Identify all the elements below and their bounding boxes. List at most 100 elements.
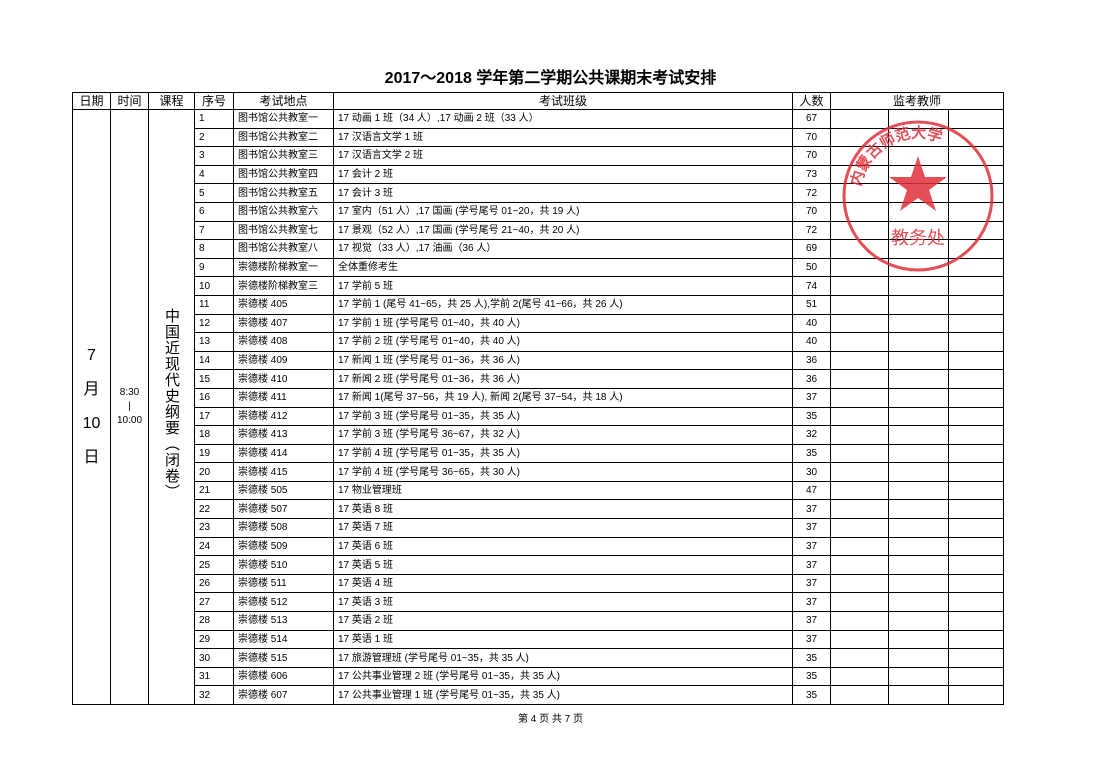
exam-place: 崇德楼 607 <box>233 685 334 705</box>
row-number: 28 <box>194 611 234 631</box>
exam-classes: 17 英语 3 班 <box>333 592 793 613</box>
student-count: 35 <box>792 666 831 687</box>
proctor-cell-3 <box>947 369 1005 389</box>
proctor-cell-2 <box>888 573 949 594</box>
proctor-cell-2 <box>888 313 949 334</box>
exam-place: 崇德楼 409 <box>233 350 334 371</box>
proctor-cell-2 <box>888 555 949 575</box>
exam-date-cell: 7 月 10 日 <box>72 109 111 705</box>
proctor-cell-1 <box>830 257 889 278</box>
proctor-cell-2 <box>888 518 949 538</box>
exam-place: 崇德楼 510 <box>233 555 334 575</box>
proctor-cell-3 <box>947 443 1005 464</box>
proctor-cell-3 <box>947 499 1005 520</box>
proctor-cell-3 <box>947 480 1005 501</box>
student-count: 35 <box>792 648 831 668</box>
proctor-cell-3 <box>947 257 1005 278</box>
proctor-cell-1 <box>830 127 889 148</box>
row-number: 31 <box>194 666 234 687</box>
exam-classes: 17 视觉（33 人）,17 油画（36 人） <box>333 239 793 259</box>
exam-place: 崇德楼 407 <box>233 313 334 334</box>
proctor-cell-2 <box>888 406 949 427</box>
row-number: 16 <box>194 387 234 408</box>
row-number: 14 <box>194 350 234 371</box>
header-course: 课程 <box>148 92 195 110</box>
proctor-cell-2 <box>888 239 949 259</box>
student-count: 35 <box>792 443 831 464</box>
proctor-cell-3 <box>947 332 1005 352</box>
proctor-cell-1 <box>830 611 889 631</box>
proctor-cell-1 <box>830 294 889 315</box>
table-row: 3 图书馆公共教室三 17 汉语言文学 2 班 70 <box>73 146 1005 166</box>
exam-classes: 17 英语 8 班 <box>333 499 793 520</box>
exam-place: 崇德楼 509 <box>233 536 334 557</box>
proctor-cell-1 <box>830 499 889 520</box>
exam-place: 崇德楼 505 <box>233 480 334 501</box>
exam-classes: 17 汉语言文学 1 班 <box>333 127 793 148</box>
table-row: 27 崇德楼 512 17 英语 3 班 37 <box>73 592 1005 613</box>
header-proctor: 监考教师 <box>829 92 1005 110</box>
table-row: 8 图书馆公共教室八 17 视觉（33 人）,17 油画（36 人） 69 <box>73 239 1005 259</box>
proctor-cell-1 <box>830 462 889 482</box>
proctor-cell-2 <box>888 462 949 482</box>
exam-classes: 17 学前 5 班 <box>333 276 793 296</box>
student-count: 72 <box>792 183 831 203</box>
exam-date-part: 日 <box>83 449 100 466</box>
proctor-cell-1 <box>830 425 889 445</box>
row-number: 25 <box>194 555 234 575</box>
proctor-cell-3 <box>947 294 1005 315</box>
table-row: 12 崇德楼 407 17 学前 1 班 (学号尾号 01~40，共 40 人) 40 <box>73 313 1005 334</box>
exam-place: 图书馆公共教室四 <box>233 164 334 185</box>
row-number: 15 <box>194 369 234 389</box>
student-count: 70 <box>792 127 831 148</box>
exam-classes: 17 学前 3 班 (学号尾号 36~67，共 32 人) <box>333 425 793 445</box>
exam-classes: 17 新闻 2 班 (学号尾号 01~36，共 36 人) <box>333 369 793 389</box>
proctor-cell-2 <box>888 146 949 166</box>
row-number: 12 <box>194 313 234 334</box>
exam-classes: 17 英语 1 班 <box>333 629 793 650</box>
exam-date-part: 月 <box>83 381 100 398</box>
row-number: 8 <box>194 239 234 259</box>
student-count: 37 <box>792 499 831 520</box>
proctor-cell-2 <box>888 257 949 278</box>
exam-place: 图书馆公共教室三 <box>233 146 334 166</box>
exam-place: 崇德楼阶梯教室三 <box>233 276 334 296</box>
exam-classes: 17 物业管理班 <box>333 480 793 501</box>
table-row: 24 崇德楼 509 17 英语 6 班 37 <box>73 536 1005 557</box>
header-count: 人数 <box>792 92 831 110</box>
student-count: 51 <box>792 294 831 315</box>
exam-classes: 17 英语 2 班 <box>333 611 793 631</box>
row-number: 19 <box>194 443 234 464</box>
proctor-cell-1 <box>830 183 889 203</box>
exam-time-part: 10:00 <box>116 415 143 426</box>
proctor-cell-2 <box>888 425 949 445</box>
exam-place: 崇德楼 507 <box>233 499 334 520</box>
exam-classes: 17 学前 4 班 (学号尾号 01~35，共 35 人) <box>333 443 793 464</box>
header-date: 日期 <box>72 92 111 110</box>
exam-classes: 17 会计 2 班 <box>333 164 793 185</box>
proctor-cell-2 <box>888 611 949 631</box>
proctor-cell-2 <box>888 387 949 408</box>
header-time: 时间 <box>110 92 149 110</box>
exam-place: 崇德楼 414 <box>233 443 334 464</box>
proctor-cell-1 <box>830 573 889 594</box>
proctor-cell-2 <box>888 629 949 650</box>
exam-time-cell: 8:30 | 10:00 <box>110 109 149 705</box>
proctor-cell-1 <box>830 406 889 427</box>
student-count: 70 <box>792 146 831 166</box>
exam-place: 崇德楼 515 <box>233 648 334 668</box>
row-number: 11 <box>194 294 234 315</box>
student-count: 47 <box>792 480 831 501</box>
row-number: 1 <box>194 109 234 129</box>
table-row: 28 崇德楼 513 17 英语 2 班 37 <box>73 611 1005 631</box>
table-row: 5 图书馆公共教室五 17 会计 3 班 72 <box>73 183 1005 203</box>
student-count: 67 <box>792 109 831 129</box>
exam-classes: 17 公共事业管理 1 班 (学号尾号 01~35，共 35 人) <box>333 685 793 705</box>
exam-classes: 17 公共事业管理 2 班 (学号尾号 01~35，共 35 人) <box>333 666 793 687</box>
exam-place: 崇德楼 413 <box>233 425 334 445</box>
exam-place: 崇德楼 412 <box>233 406 334 427</box>
student-count: 40 <box>792 332 831 352</box>
table-row: 11 崇德楼 405 17 学前 1 (尾号 41~65，共 25 人),学前 2(… <box>73 294 1005 315</box>
proctor-cell-1 <box>830 239 889 259</box>
proctor-cell-2 <box>888 350 949 371</box>
